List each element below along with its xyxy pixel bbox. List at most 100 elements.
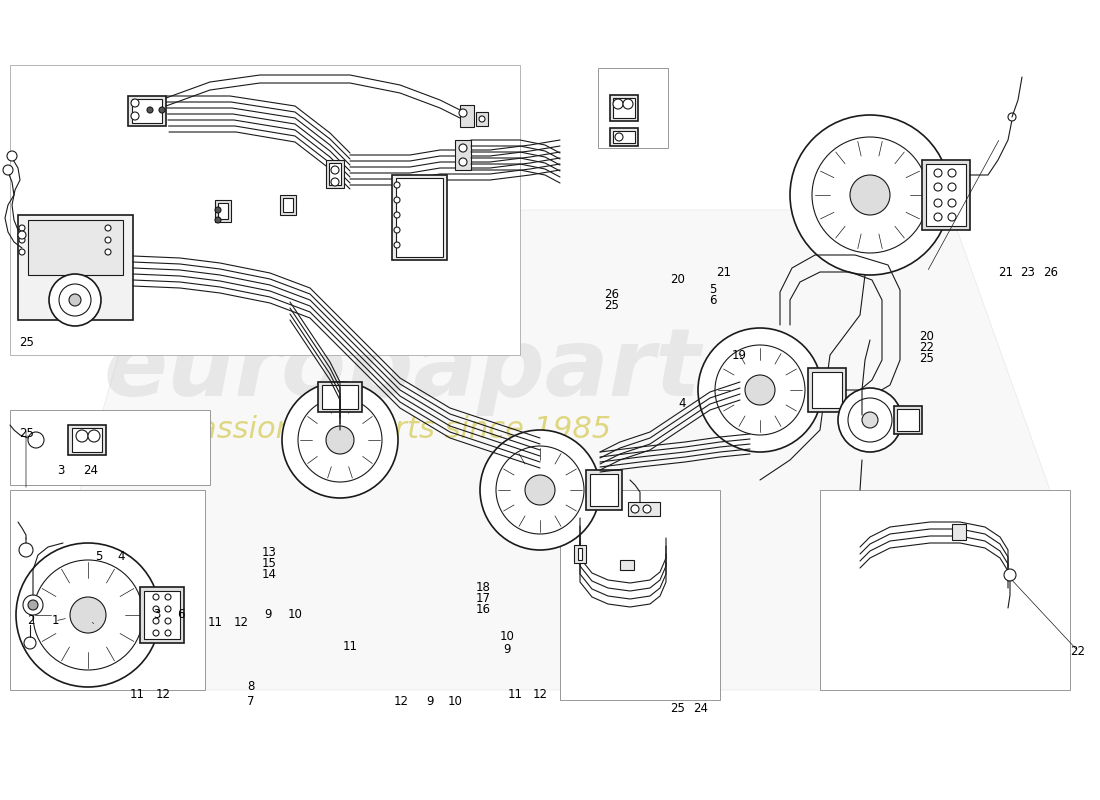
Bar bbox=[922, 160, 970, 230]
Circle shape bbox=[19, 225, 25, 231]
Circle shape bbox=[862, 412, 878, 428]
Text: 25: 25 bbox=[670, 702, 685, 715]
Circle shape bbox=[331, 178, 339, 186]
Text: 15: 15 bbox=[262, 557, 277, 570]
Circle shape bbox=[147, 107, 153, 113]
Circle shape bbox=[934, 169, 942, 177]
Text: 2: 2 bbox=[28, 614, 34, 627]
Circle shape bbox=[331, 166, 339, 174]
Text: 22: 22 bbox=[918, 341, 934, 354]
Bar bbox=[574, 545, 586, 563]
Circle shape bbox=[394, 182, 400, 188]
Circle shape bbox=[153, 618, 159, 624]
Circle shape bbox=[50, 274, 101, 326]
Bar bbox=[620, 560, 634, 570]
Circle shape bbox=[165, 630, 170, 636]
Text: 7: 7 bbox=[248, 695, 254, 708]
Bar bbox=[326, 160, 344, 188]
Text: 9: 9 bbox=[504, 643, 510, 656]
Circle shape bbox=[153, 594, 159, 600]
Bar bbox=[460, 105, 474, 127]
Text: 16: 16 bbox=[475, 603, 491, 616]
Circle shape bbox=[745, 375, 776, 405]
Circle shape bbox=[18, 231, 26, 239]
Bar bbox=[72, 428, 102, 452]
Bar bbox=[894, 406, 922, 434]
Circle shape bbox=[948, 183, 956, 191]
Bar bbox=[329, 163, 341, 185]
Circle shape bbox=[934, 213, 942, 221]
Circle shape bbox=[282, 382, 398, 498]
Text: 25: 25 bbox=[19, 427, 34, 440]
Text: 6: 6 bbox=[710, 294, 716, 307]
Circle shape bbox=[214, 217, 221, 223]
Text: 4: 4 bbox=[679, 397, 685, 410]
Text: 14: 14 bbox=[262, 568, 277, 581]
Circle shape bbox=[644, 505, 651, 513]
Bar bbox=[280, 195, 296, 215]
Text: 25: 25 bbox=[19, 336, 34, 349]
Bar bbox=[476, 112, 488, 126]
Bar bbox=[10, 410, 210, 485]
Text: europaparts: europaparts bbox=[103, 324, 757, 416]
Circle shape bbox=[104, 249, 111, 255]
Circle shape bbox=[615, 133, 623, 141]
Bar bbox=[455, 140, 471, 170]
Circle shape bbox=[948, 169, 956, 177]
Bar bbox=[318, 382, 362, 412]
Circle shape bbox=[948, 199, 956, 207]
Circle shape bbox=[7, 151, 16, 161]
Text: 12: 12 bbox=[394, 695, 409, 708]
Text: 4: 4 bbox=[118, 550, 124, 563]
Circle shape bbox=[698, 328, 822, 452]
Circle shape bbox=[16, 543, 160, 687]
Circle shape bbox=[394, 242, 400, 248]
Bar bbox=[820, 490, 1070, 690]
Bar bbox=[396, 178, 443, 257]
Bar bbox=[10, 65, 520, 355]
Text: 21: 21 bbox=[998, 266, 1013, 278]
Circle shape bbox=[153, 630, 159, 636]
Circle shape bbox=[496, 446, 584, 534]
Bar bbox=[613, 98, 635, 118]
Bar bbox=[18, 215, 133, 320]
Bar bbox=[578, 548, 582, 560]
Bar bbox=[218, 203, 228, 219]
Bar bbox=[590, 474, 618, 506]
Text: 9: 9 bbox=[265, 608, 272, 621]
Bar bbox=[128, 96, 166, 126]
Bar bbox=[598, 68, 668, 148]
Text: 24: 24 bbox=[82, 464, 98, 477]
Circle shape bbox=[88, 430, 100, 442]
Polygon shape bbox=[80, 210, 1050, 690]
Circle shape bbox=[525, 475, 556, 505]
Text: 21: 21 bbox=[716, 266, 732, 278]
Bar bbox=[392, 175, 447, 260]
Circle shape bbox=[19, 249, 25, 255]
Bar bbox=[613, 131, 635, 143]
Circle shape bbox=[459, 144, 468, 152]
Text: 25: 25 bbox=[918, 352, 934, 365]
Text: 25: 25 bbox=[604, 299, 619, 312]
Circle shape bbox=[934, 183, 942, 191]
Circle shape bbox=[19, 543, 33, 557]
Circle shape bbox=[165, 606, 170, 612]
Circle shape bbox=[298, 398, 382, 482]
Circle shape bbox=[24, 637, 36, 649]
Text: 22: 22 bbox=[1070, 645, 1086, 658]
Bar bbox=[610, 95, 638, 121]
Text: 10: 10 bbox=[287, 608, 303, 621]
Bar bbox=[10, 490, 205, 690]
Circle shape bbox=[160, 107, 165, 113]
Circle shape bbox=[948, 213, 956, 221]
Circle shape bbox=[59, 284, 91, 316]
Text: 19: 19 bbox=[732, 349, 747, 362]
Text: 11: 11 bbox=[342, 640, 358, 653]
Text: 26: 26 bbox=[1043, 266, 1058, 278]
Circle shape bbox=[478, 116, 485, 122]
Circle shape bbox=[165, 618, 170, 624]
Circle shape bbox=[394, 227, 400, 233]
Circle shape bbox=[76, 430, 88, 442]
Circle shape bbox=[69, 294, 81, 306]
Text: 26: 26 bbox=[604, 288, 619, 301]
